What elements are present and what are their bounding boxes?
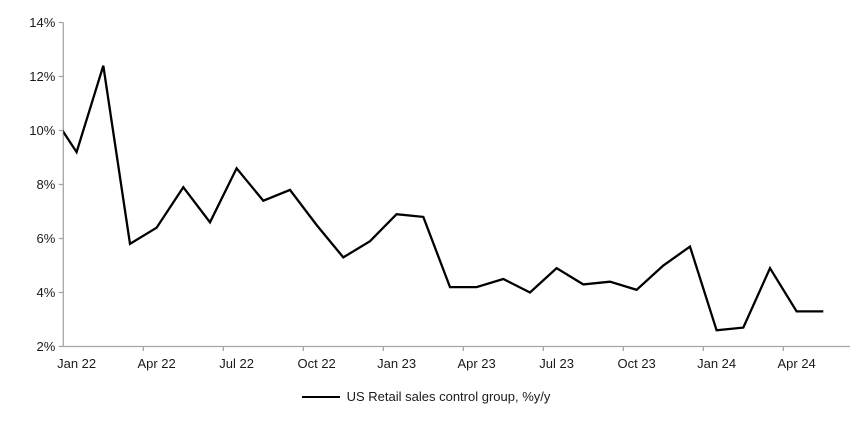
x-tick-label: Jan 22 xyxy=(57,356,96,371)
y-tick-label: 4% xyxy=(37,285,56,300)
axis-lines xyxy=(62,22,850,348)
legend-label: US Retail sales control group, %y/y xyxy=(346,389,551,404)
legend-line-swatch xyxy=(301,396,340,398)
x-tick-label: Apr 24 xyxy=(777,356,815,371)
x-tick-label: Jul 23 xyxy=(539,356,574,371)
x-tick-label: Apr 22 xyxy=(137,356,175,371)
x-tick-label: Oct 22 xyxy=(297,356,335,371)
x-tick-label: Jan 24 xyxy=(697,356,736,371)
y-tick-label: 6% xyxy=(37,231,56,246)
y-tick-label: 14% xyxy=(29,15,55,30)
y-tick-label: 10% xyxy=(29,123,55,138)
x-tick-label: Oct 23 xyxy=(617,356,655,371)
y-tick-label: 12% xyxy=(29,69,55,84)
y-tick-label: 8% xyxy=(37,177,56,192)
series-line xyxy=(63,65,824,332)
legend: US Retail sales control group, %y/y xyxy=(0,389,852,405)
x-tick-label: Jul 22 xyxy=(219,356,254,371)
x-tick-label: Jan 23 xyxy=(377,356,416,371)
x-tick-label: Apr 23 xyxy=(457,356,495,371)
y-tick-label: 2% xyxy=(37,339,56,354)
